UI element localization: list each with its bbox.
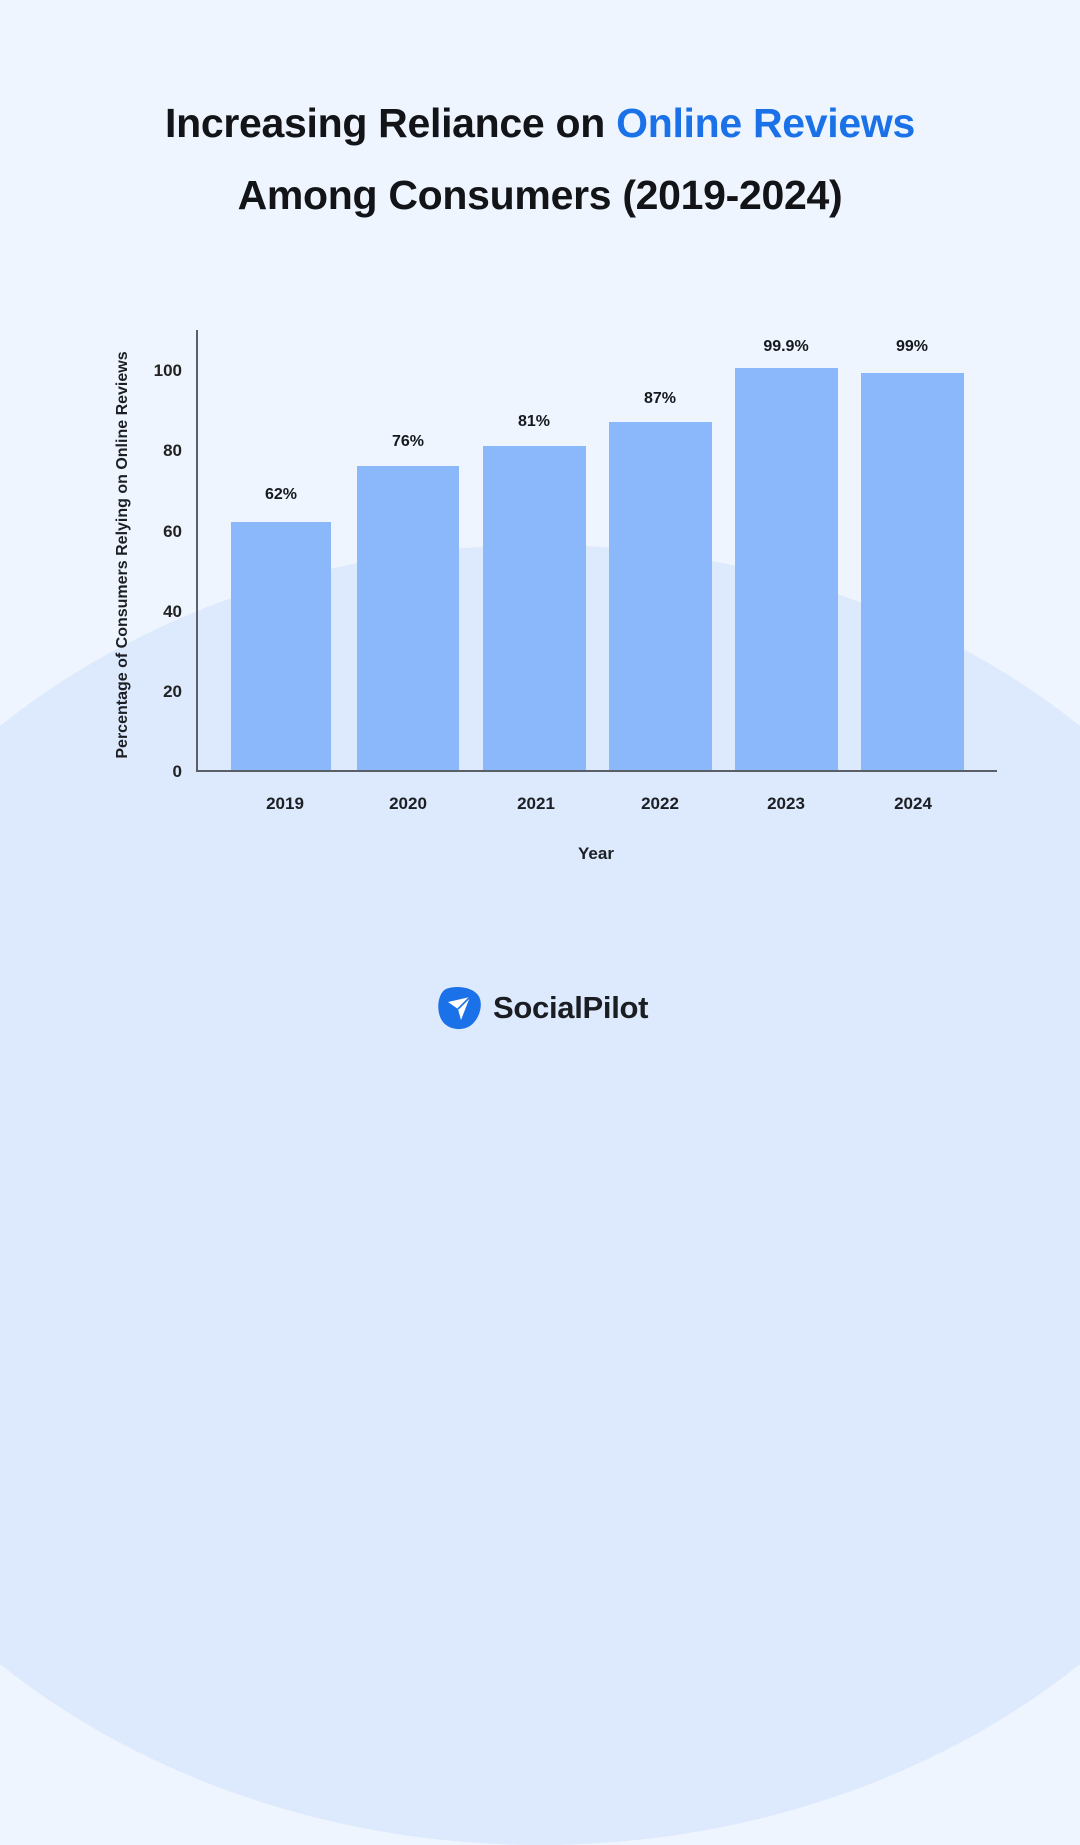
title-prefix: Increasing Reliance on: [165, 100, 617, 146]
bar-2023: [735, 368, 838, 771]
x-tick: 2019: [266, 794, 304, 813]
x-tick: 2021: [517, 794, 555, 813]
y-tick: 80: [163, 441, 182, 460]
bar-value-label: 99%: [895, 338, 929, 355]
x-axis-line: [196, 770, 997, 772]
bar-2024: [861, 373, 964, 771]
bar-value-label: 99.9%: [763, 338, 809, 355]
paper-plane-icon: [438, 987, 481, 1030]
y-tick: 20: [163, 682, 182, 701]
x-tick: 2020: [389, 794, 427, 813]
y-axis-line: [196, 330, 198, 772]
bar-2019: [231, 522, 331, 771]
x-tick: 2022: [641, 794, 679, 813]
bar-value-label: 62%: [264, 486, 298, 503]
y-tick: 0: [172, 762, 182, 781]
x-tick: 2023: [767, 794, 805, 813]
x-axis-label: Year: [578, 844, 614, 863]
x-tick: 2024: [894, 794, 932, 813]
bar-2022: [609, 422, 712, 771]
chart-title-line-1: Increasing Reliance on Online Reviews: [0, 100, 1080, 147]
bar-2020: [357, 466, 459, 771]
bar-value-label: 76%: [391, 433, 425, 450]
y-tick: 60: [163, 522, 182, 541]
bar-2021: [483, 446, 586, 771]
title-accent: Online Reviews: [616, 100, 915, 146]
bar-value-label: 87%: [643, 390, 677, 407]
chart-title-line-2: Among Consumers (2019-2024): [237, 172, 843, 218]
y-tick: 100: [153, 361, 182, 380]
bar-value-label: 81%: [517, 413, 551, 430]
y-tick: 40: [163, 602, 182, 621]
brand-logo: SocialPilot: [436, 985, 648, 1031]
brand-name: SocialPilot: [493, 990, 649, 1025]
